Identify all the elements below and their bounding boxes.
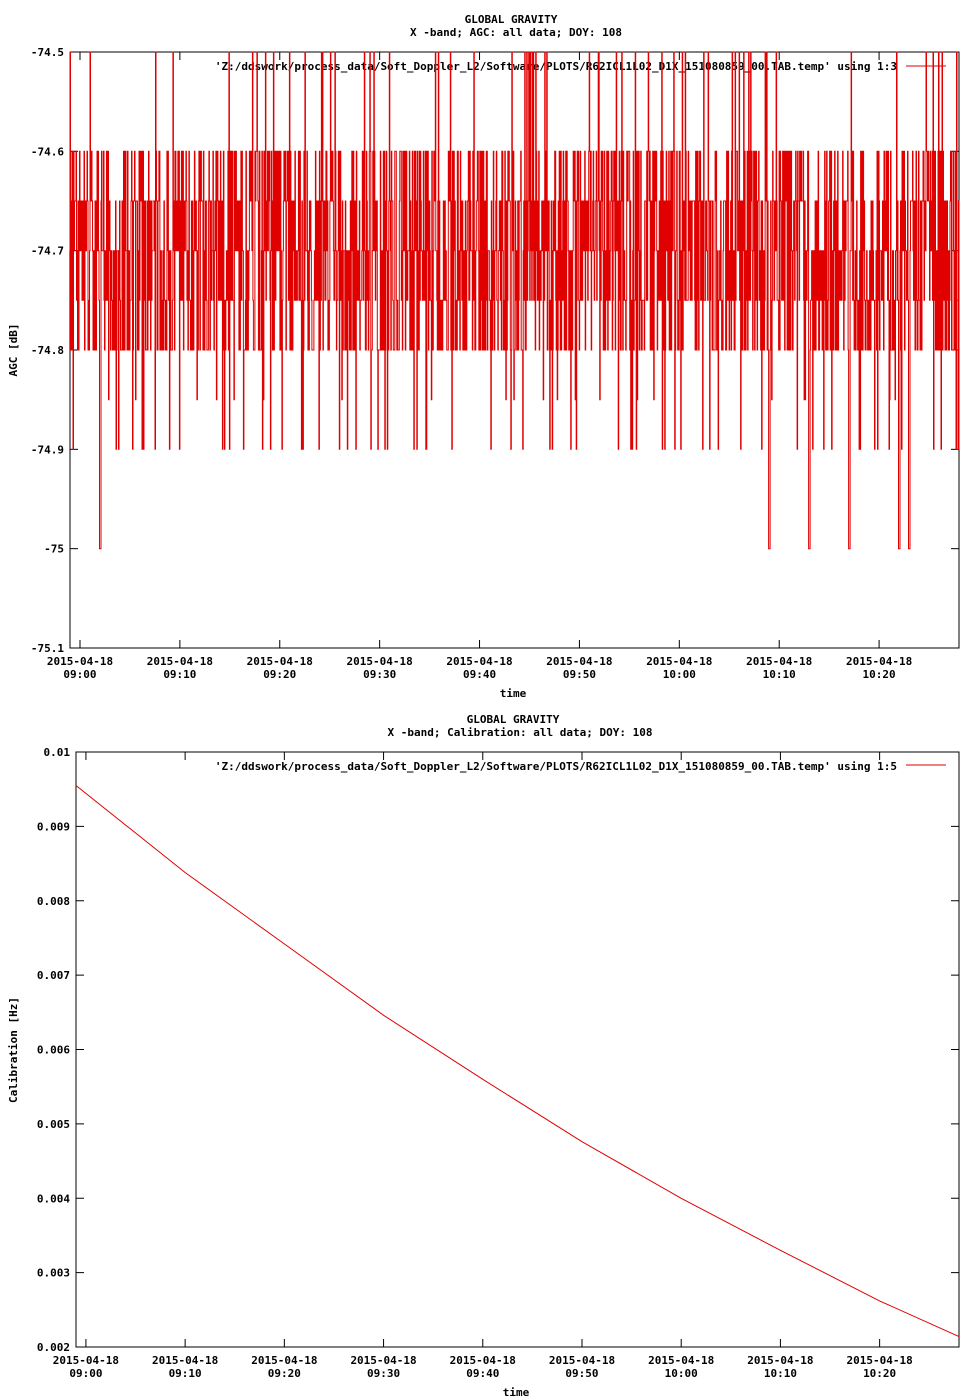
calibration-series (75, 785, 960, 1338)
agc-axis-ticks: -74.5-74.6-74.7-74.8-74.9-75-75.12015-04… (31, 46, 959, 681)
calibration-x-tick-date: 2015-04-18 (549, 1354, 615, 1367)
agc-x-tick-date: 2015-04-18 (247, 655, 313, 668)
agc-chart-title: GLOBAL GRAVITY (465, 13, 558, 26)
calibration-axis-ticks: 0.01 0.009 0.008 0.007 0.006 0.005 0.004 0.003 0… (37, 746, 959, 1380)
agc-y-tick-label: -74.9 (31, 443, 64, 456)
calibration-x-tick-time: 10:20 (863, 1367, 896, 1380)
calibration-y-tick-label: 0.009 (37, 820, 70, 833)
agc-x-tick-time: 09:00 (63, 668, 96, 681)
agc-x-tick-time: 09:30 (363, 668, 396, 681)
agc-x-tick-date: 2015-04-18 (646, 655, 712, 668)
agc-y-tick-label: -75.1 (31, 642, 64, 655)
calibration-legend-label: 'Z:/ddswork/process_data/Soft_Doppler_L2… (215, 760, 897, 773)
calibration-x-tick-date: 2015-04-18 (53, 1354, 119, 1367)
agc-series-line (69, 51, 960, 550)
agc-chart: GLOBAL GRAVITY X -band; AGC: all data; D… (7, 13, 960, 700)
calibration-y-tick-label: 0.008 (37, 895, 70, 908)
calibration-x-tick-time: 09:00 (69, 1367, 102, 1380)
agc-y-axis-label: AGC [dB] (7, 324, 20, 377)
agc-y-tick-label: -74.5 (31, 46, 64, 59)
agc-y-tick-label: -74.6 (31, 145, 64, 158)
calibration-y-tick-label: 0.005 (37, 1118, 70, 1131)
agc-x-tick-time: 09:50 (563, 668, 596, 681)
calibration-x-tick-date: 2015-04-18 (648, 1354, 714, 1367)
agc-x-tick-date: 2015-04-18 (147, 655, 213, 668)
calibration-x-tick-date: 2015-04-18 (847, 1354, 913, 1367)
calibration-x-tick-date: 2015-04-18 (251, 1354, 317, 1367)
calibration-plot-frame (75, 751, 960, 1348)
calibration-chart-title: GLOBAL GRAVITY (467, 713, 560, 726)
calibration-y-tick-label: 0.004 (37, 1192, 70, 1205)
calibration-y-tick-label: 0.003 (37, 1267, 70, 1280)
agc-y-tick-label: -74.7 (31, 245, 64, 258)
agc-y-tick-label: -74.8 (31, 344, 64, 357)
agc-x-axis-label: time (500, 687, 527, 700)
calibration-y-tick-label: 0.007 (37, 969, 70, 982)
agc-x-tick-date: 2015-04-18 (846, 655, 912, 668)
calibration-chart-subtitle: X -band; Calibration: all data; DOY: 108 (388, 726, 653, 739)
calibration-y-tick-label: 0.01 (44, 746, 71, 759)
agc-x-tick-date: 2015-04-18 (347, 655, 413, 668)
calibration-x-axis-label: time (503, 1386, 530, 1399)
calibration-x-tick-date: 2015-04-18 (747, 1354, 813, 1367)
agc-x-tick-time: 10:20 (863, 668, 896, 681)
calibration-x-tick-time: 10:00 (665, 1367, 698, 1380)
calibration-x-tick-date: 2015-04-18 (450, 1354, 516, 1367)
agc-x-tick-time: 10:10 (763, 668, 796, 681)
agc-legend-label: 'Z:/ddswork/process_data/Soft_Doppler_L2… (215, 60, 897, 73)
agc-y-tick-label: -75 (44, 543, 64, 556)
calibration-x-tick-time: 10:10 (764, 1367, 797, 1380)
calibration-x-tick-time: 09:30 (367, 1367, 400, 1380)
calibration-y-tick-label: 0.002 (37, 1341, 70, 1354)
agc-series (69, 51, 960, 550)
calibration-x-tick-time: 09:50 (565, 1367, 598, 1380)
calibration-chart: GLOBAL GRAVITY X -band; Calibration: all… (7, 713, 960, 1399)
agc-x-tick-date: 2015-04-18 (446, 655, 512, 668)
agc-x-tick-time: 10:00 (663, 668, 696, 681)
calibration-y-tick-label: 0.006 (37, 1044, 70, 1057)
agc-x-tick-date: 2015-04-18 (746, 655, 812, 668)
agc-x-tick-date: 2015-04-18 (546, 655, 612, 668)
calibration-x-tick-time: 09:10 (169, 1367, 202, 1380)
calibration-y-axis-label: Calibration [Hz] (7, 997, 20, 1103)
agc-x-tick-date: 2015-04-18 (47, 655, 113, 668)
agc-x-tick-time: 09:40 (463, 668, 496, 681)
agc-x-tick-time: 09:20 (263, 668, 296, 681)
agc-chart-subtitle: X -band; AGC: all data; DOY: 108 (410, 26, 622, 39)
calibration-x-tick-date: 2015-04-18 (152, 1354, 218, 1367)
calibration-series-line (75, 785, 960, 1338)
calibration-x-tick-date: 2015-04-18 (350, 1354, 416, 1367)
agc-x-tick-time: 09:10 (163, 668, 196, 681)
calibration-x-tick-time: 09:40 (466, 1367, 499, 1380)
calibration-x-tick-time: 09:20 (268, 1367, 301, 1380)
